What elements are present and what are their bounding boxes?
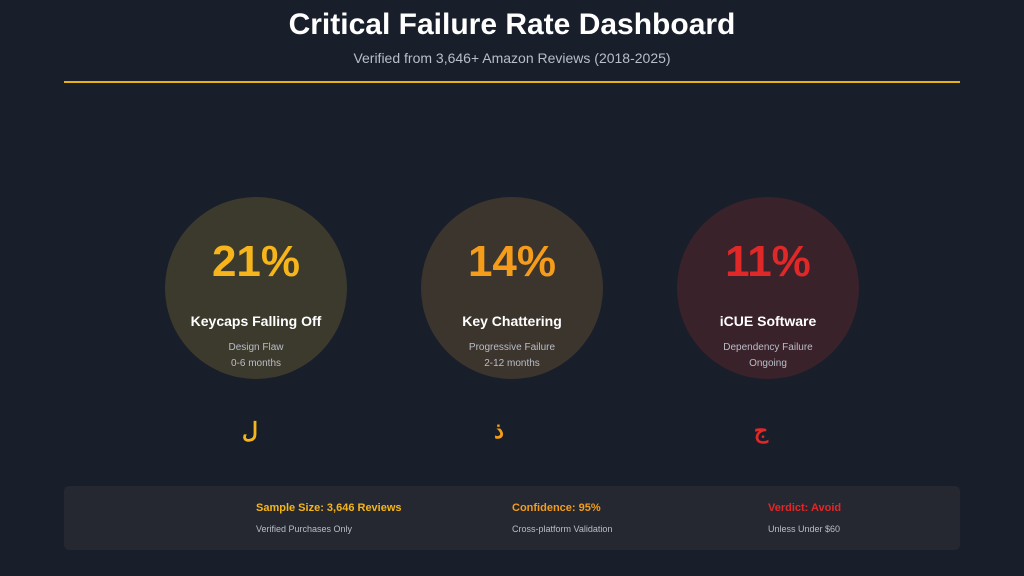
stat-title: Verdict: Avoid: [768, 502, 842, 514]
metric-chattering: 14% Key Chattering Progressive Failure 2…: [421, 197, 603, 379]
metric-detail: Progressive Failure: [468, 342, 556, 353]
stat-title: Sample Size: 3,646 Reviews: [256, 502, 402, 514]
stat-title: Confidence: 95%: [512, 502, 601, 514]
header-divider: [64, 81, 960, 83]
summary-panel: Sample Size: 3,646 Reviews Verified Purc…: [64, 486, 960, 550]
metric-detail: Design Flaw: [228, 342, 284, 353]
stat-sample-size: Sample Size: 3,646 Reviews Verified Purc…: [256, 502, 476, 534]
metric-timeframe: 2-12 months: [484, 358, 540, 369]
metric-keycaps: 21% Keycaps Falling Off Design Flaw 0-6 …: [165, 197, 347, 379]
metric-detail: Dependency Failure: [723, 342, 813, 353]
icue-glyph: ج: [753, 418, 769, 443]
chattering-glyph: ذ: [494, 418, 504, 443]
metric-timeframe: Ongoing: [749, 358, 787, 369]
metric-value: 11%: [725, 237, 811, 286]
metric-value: 14%: [467, 237, 557, 286]
metric-value: 21%: [211, 237, 301, 286]
metric-icue: 11% iCUE Software Dependency Failure Ong…: [677, 197, 859, 379]
stat-verdict: Verdict: Avoid Unless Under $60: [768, 502, 988, 534]
stat-confidence: Confidence: 95% Cross-platform Validatio…: [512, 502, 732, 534]
metric-timeframe: 0-6 months: [230, 358, 282, 369]
stat-note: Cross-platform Validation: [512, 524, 613, 534]
stat-note: Verified Purchases Only: [256, 524, 353, 534]
stat-note: Unless Under $60: [768, 524, 841, 534]
metric-label: Key Chattering: [462, 313, 562, 329]
page-subtitle: Verified from 3,646+ Amazon Reviews (201…: [353, 50, 671, 66]
keycaps-glyph: ل: [242, 418, 258, 443]
metric-label: Keycaps Falling Off: [190, 313, 322, 329]
page-title: Critical Failure Rate Dashboard: [288, 8, 736, 41]
metric-label: iCUE Software: [719, 313, 817, 329]
